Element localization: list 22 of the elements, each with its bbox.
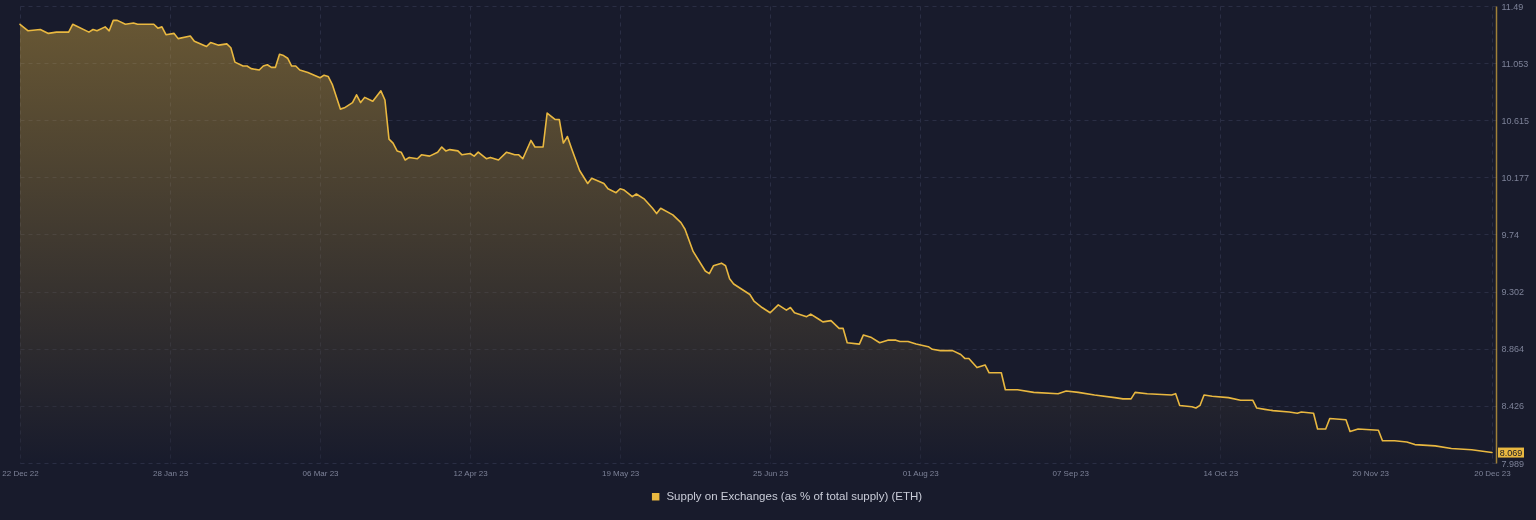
x-tick-label: 12 Apr 23 [453, 468, 489, 478]
x-tick-label: 25 Jun 23 [753, 468, 789, 478]
legend-label: Supply on Exchanges (as % of total supply) (ETH) [666, 489, 923, 502]
y-tick-label: 8.426 [1501, 401, 1525, 412]
x-tick-label: 14 Oct 23 [1203, 468, 1239, 478]
x-tick-label: 20 Nov 23 [1352, 468, 1390, 478]
x-tick-label: 22 Dec 22 [2, 468, 40, 478]
x-tick-label: 07 Sep 23 [1052, 468, 1090, 478]
y-tick-label: 9.74 [1501, 229, 1520, 240]
data-label: 8.069 [1499, 447, 1523, 458]
y-tick-label: 8.864 [1501, 344, 1525, 355]
x-tick-label: 28 Jan 23 [152, 468, 189, 478]
y-tick-label: 7.989 [1501, 458, 1525, 469]
y-tick-label: 10.177 [1501, 172, 1530, 183]
x-tick-label: 01 Aug 23 [902, 468, 940, 478]
y-tick-label: 10.615 [1501, 115, 1530, 126]
x-tick-label: 19 May 23 [601, 468, 640, 478]
x-tick-label: 06 Mar 23 [302, 468, 340, 478]
x-tick-label: 20 Dec 23 [1474, 468, 1512, 478]
y-tick-label: 11.053 [1501, 58, 1529, 69]
y-tick-label: 11.49 [1501, 1, 1524, 12]
y-tick-label: 9.302 [1501, 287, 1525, 298]
